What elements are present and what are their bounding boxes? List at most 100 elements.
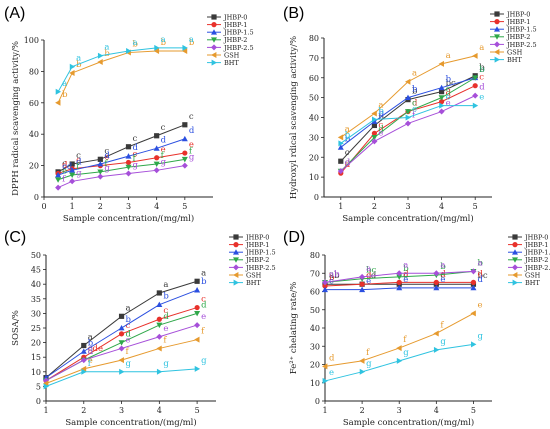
significance-label: f xyxy=(440,320,444,330)
data-point xyxy=(55,184,62,191)
significance-label: c xyxy=(133,134,138,144)
panel-d-y-tick-label: 50 xyxy=(310,306,320,315)
data-point xyxy=(439,99,445,105)
significance-label: a xyxy=(88,333,93,343)
data-point xyxy=(156,333,163,340)
data-point xyxy=(97,169,104,175)
data-point xyxy=(337,168,344,175)
legend-marker xyxy=(512,272,518,278)
series-line xyxy=(340,95,476,172)
panel-d-x-tick-label: 1 xyxy=(322,406,327,415)
significance-label: c xyxy=(378,120,383,130)
significance-label: b xyxy=(479,65,485,75)
data-point xyxy=(405,120,411,127)
panel-c-y-tick-label: 40 xyxy=(31,280,41,289)
data-point xyxy=(69,167,76,173)
panel-d-x-tick-label: 2 xyxy=(360,406,365,415)
panel-c-x-axis-title: Sample concentration/(mg/ml) xyxy=(65,417,196,428)
panel-d-y-tick-label: 0 xyxy=(315,397,320,406)
panel-a-x-tick-label: 1 xyxy=(70,202,75,211)
significance-label: e xyxy=(201,312,206,322)
data-point xyxy=(359,286,366,293)
legend-marker xyxy=(233,234,239,240)
legend-entry: GSH xyxy=(246,271,262,279)
panel-a-x-axis-title: Sample concentration/(mg/ml) xyxy=(63,213,194,224)
significance-label: a xyxy=(62,79,67,89)
significance-label: c xyxy=(201,295,206,305)
legend-marker xyxy=(211,59,217,66)
data-point xyxy=(153,167,160,174)
data-point xyxy=(125,164,132,171)
significance-label: a xyxy=(440,260,445,270)
significance-label: d xyxy=(104,151,110,161)
data-point xyxy=(359,281,365,287)
data-point xyxy=(359,368,366,375)
panel-b-y-tick-label: 0 xyxy=(314,193,319,202)
legend-marker xyxy=(233,242,239,248)
legend-entry: BHT xyxy=(246,279,261,287)
legend-entry: JHBP-2 xyxy=(506,33,530,41)
panel-b-series-gsh: a a a a a xyxy=(337,43,484,141)
data-point xyxy=(194,304,200,311)
significance-label: a xyxy=(329,269,334,279)
panel-d-y-tick-label: 80 xyxy=(310,251,320,260)
data-point xyxy=(182,44,188,51)
panel-a-y-tick-label: 100 xyxy=(24,36,39,45)
data-point xyxy=(372,116,378,123)
significance-label: d xyxy=(479,83,485,93)
data-point xyxy=(472,52,478,59)
data-point xyxy=(371,122,377,129)
legend-marker xyxy=(211,22,217,28)
data-point xyxy=(433,330,439,337)
series-line xyxy=(57,165,185,189)
significance-label: c xyxy=(479,73,484,83)
significance-label: a xyxy=(161,35,166,45)
significance-label: g xyxy=(163,359,169,369)
legend-entry: JHBP-0 xyxy=(223,13,247,21)
series-line xyxy=(57,47,185,93)
significance-label: b xyxy=(126,315,132,325)
significance-label: b xyxy=(88,338,94,348)
data-point xyxy=(55,177,62,183)
data-point xyxy=(194,365,201,372)
significance-label: a xyxy=(403,260,408,270)
panel-a-series-bht: a a a a a a xyxy=(55,35,194,95)
data-point xyxy=(43,383,49,390)
legend-entry: JHBP-0 xyxy=(506,10,530,18)
legend-marker xyxy=(512,257,518,263)
significance-label: d xyxy=(126,330,132,340)
data-point xyxy=(81,342,87,349)
panel-a-x-tick-label: 5 xyxy=(182,202,187,211)
data-point xyxy=(126,47,132,54)
legend-entry: JHBP-1 xyxy=(245,241,269,249)
data-point xyxy=(80,365,87,372)
panel-b-y-tick-label: 10 xyxy=(309,173,319,182)
significance-label: bc xyxy=(446,79,456,89)
panel-c-letter: (C) xyxy=(4,229,26,246)
legend-entry: JHBP-2.5 xyxy=(524,264,550,272)
data-point xyxy=(55,172,62,178)
significance-label: c xyxy=(76,151,81,161)
data-point xyxy=(405,78,411,85)
data-point xyxy=(182,150,188,156)
significance-label: d xyxy=(345,158,351,168)
data-point xyxy=(470,310,476,317)
legend-marker xyxy=(233,264,239,271)
data-point xyxy=(359,357,365,364)
significance-label: b xyxy=(440,262,446,272)
legend-marker xyxy=(512,234,518,240)
data-point xyxy=(433,279,439,285)
data-point xyxy=(156,368,163,375)
significance-label: b xyxy=(477,258,483,268)
significance-label: b xyxy=(163,292,169,302)
series-line xyxy=(57,138,185,176)
significance-label: a xyxy=(477,258,482,268)
significance-label: b xyxy=(104,49,110,59)
